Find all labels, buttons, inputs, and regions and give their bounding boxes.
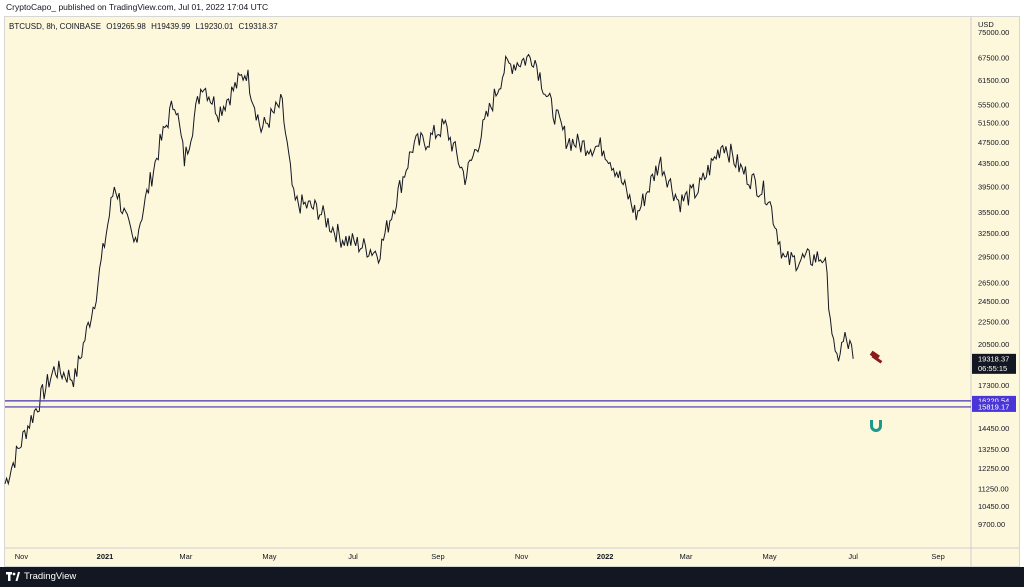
publish-bar: CryptoCapo_ published on TradingView.com…: [0, 0, 1024, 16]
price-tick-label: 9700.00: [978, 520, 1005, 529]
brand-name[interactable]: TradingView: [24, 571, 77, 582]
time-tick-label: Sep: [931, 552, 944, 561]
time-tick-label: Jul: [348, 552, 358, 561]
currency-label: USD: [978, 20, 994, 29]
price-tick-label: 20500.00: [978, 340, 1009, 349]
chart-svg[interactable]: USD 75000.00 67500.00 61500.00 55500.00 5150…: [0, 0, 1024, 567]
price-tick-label: 32500.00: [978, 229, 1009, 238]
price-tick-label: 35500.00: [978, 208, 1009, 217]
hammer-icon[interactable]: [869, 350, 883, 364]
plot-background: [5, 17, 971, 548]
price-tick-label: 55500.00: [978, 100, 1009, 109]
magnet-icon[interactable]: [870, 420, 882, 432]
time-tick-label: May: [262, 552, 276, 561]
price-tick-label: 14450.00: [978, 424, 1009, 433]
last-price-box: [972, 353, 1016, 374]
support-level-tag: [972, 401, 1016, 412]
time-tick-label: 2021: [97, 552, 114, 561]
price-tick-label: 22500.00: [978, 318, 1009, 327]
support-level-tag: [972, 395, 1016, 406]
footer-bar: TradingView: [0, 567, 1024, 587]
publish-info: CryptoCapo_ published on TradingView.com…: [6, 2, 269, 12]
price-tick-label: 13250.00: [978, 445, 1009, 454]
price-tick-label: 39500.00: [978, 182, 1009, 191]
tradingview-logo-icon[interactable]: [6, 572, 20, 582]
price-tick-label: 29500.00: [978, 252, 1009, 261]
support-level-label: 15819.17: [978, 403, 1009, 412]
price-tick-label: 51500.00: [978, 118, 1009, 127]
time-tick-label: Mar: [179, 552, 192, 561]
price-tick-label: 67500.00: [978, 53, 1009, 62]
symbol-legend: BTCUSD, 8h, COINBASE O19265.98 H19439.99…: [9, 22, 281, 31]
price-tick-label: 12250.00: [978, 464, 1009, 473]
high-value: H19439.99: [151, 22, 191, 31]
price-tick-label: 26500.00: [978, 278, 1009, 287]
time-tick-label: Sep: [431, 552, 444, 561]
price-axis-background: [971, 17, 1019, 566]
chart-frame: [4, 16, 1020, 567]
price-tick-label: 43500.00: [978, 159, 1009, 168]
time-tick-label: Jul: [848, 552, 858, 561]
time-tick-label: Mar: [680, 552, 693, 561]
price-tick-label: 75000.00: [978, 28, 1009, 37]
close-value: C19318.37: [238, 22, 278, 31]
candle-countdown-label: 06:55:15: [978, 364, 1007, 373]
symbol-name[interactable]: BTCUSD, 8h, COINBASE: [9, 22, 102, 31]
last-price-label: 19318.37: [978, 355, 1009, 364]
price-tick-label: 10450.00: [978, 502, 1009, 511]
price-tick-label: 47500.00: [978, 138, 1009, 147]
price-tick-label: 17300.00: [978, 381, 1009, 390]
price-line: [4, 53, 854, 486]
time-axis-background: [5, 548, 971, 566]
price-tick-label: 24500.00: [978, 297, 1009, 306]
time-tick-label: Nov: [15, 552, 29, 561]
price-tick-label: 11250.00: [978, 484, 1009, 493]
price-tick-label: 61500.00: [978, 76, 1009, 85]
price-axis: 75000.00 67500.00 61500.00 55500.00 51500.00…: [978, 28, 1009, 529]
time-tick-label: May: [762, 552, 776, 561]
time-tick-label: Nov: [515, 552, 529, 561]
low-value: L19230.01: [195, 22, 234, 31]
time-tick-label: 2022: [597, 552, 614, 561]
support-level-label: 16220.54: [978, 397, 1009, 406]
price-series: [4, 53, 854, 486]
time-axis: Nov 2021 Mar May Jul Sep Nov 2022 Mar May Jul Sep: [15, 552, 945, 561]
open-value: O19265.98: [106, 22, 146, 31]
